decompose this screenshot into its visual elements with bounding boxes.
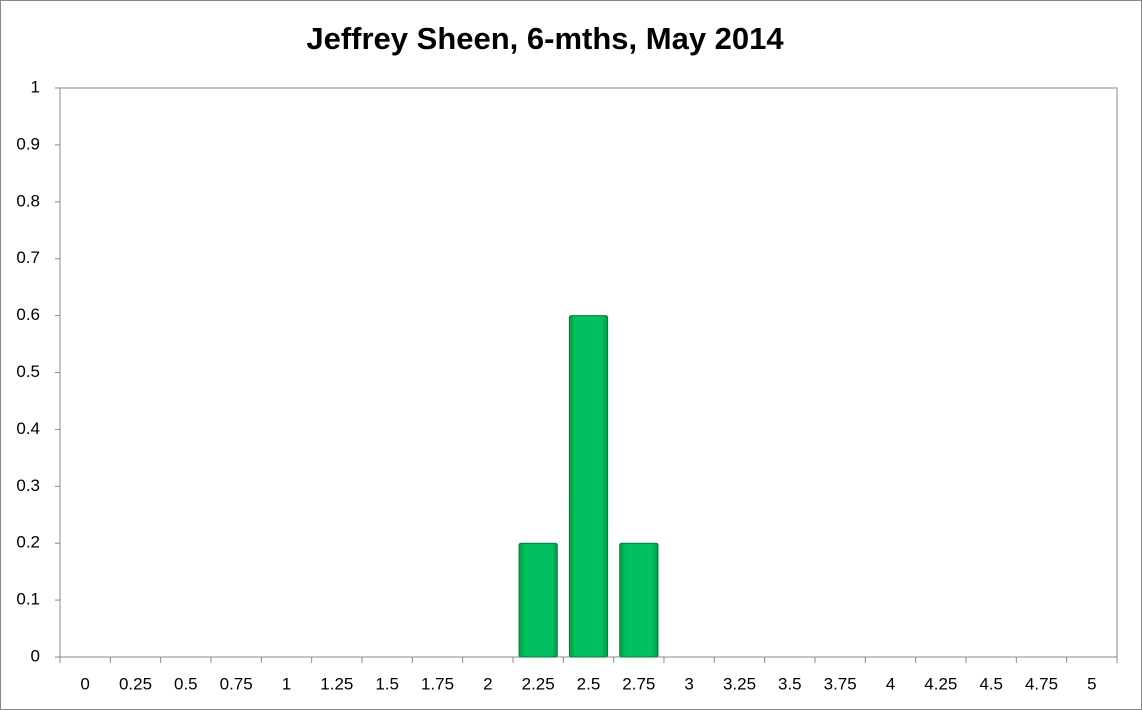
chart-title: Jeffrey Sheen, 6-mths, May 2014 [306, 21, 784, 56]
x-tick-label: 0.75 [220, 674, 253, 693]
x-tick-label: 4.25 [924, 674, 957, 693]
x-tick-label: 3 [684, 674, 693, 693]
x-tick-label: 3.75 [824, 674, 857, 693]
x-tick-label: 4 [886, 674, 895, 693]
x-tick-label: 3.25 [723, 674, 756, 693]
y-tick-label: 0.9 [16, 134, 40, 153]
y-tick-label: 0.3 [16, 476, 40, 495]
x-tick-label: 2.75 [622, 674, 655, 693]
bar [619, 542, 659, 658]
y-tick-label: 0.6 [16, 305, 40, 324]
bar [518, 542, 558, 658]
x-tick-label: 0.25 [119, 674, 152, 693]
x-tick-label: 0 [80, 674, 89, 693]
x-tick-label: 5 [1087, 674, 1096, 693]
x-tick-label: 1.75 [421, 674, 454, 693]
y-tick-label: 0.4 [16, 419, 40, 438]
y-tick-label: 0.5 [16, 362, 40, 381]
x-tick-label: 1.5 [375, 674, 399, 693]
y-tick-label: 0.2 [16, 533, 40, 552]
x-tick-label: 2.5 [577, 674, 601, 693]
y-tick-label: 0 [31, 646, 40, 665]
x-tick-label: 4.75 [1025, 674, 1058, 693]
x-tick-label: 0.5 [174, 674, 198, 693]
y-tick-label: 0.7 [16, 248, 40, 267]
y-tick-label: 1 [31, 77, 40, 96]
bar [568, 315, 609, 658]
x-tick-label: 1.25 [320, 674, 353, 693]
x-tick-label: 3.5 [778, 674, 802, 693]
x-tick-label: 2 [483, 674, 492, 693]
x-tick-label: 2.25 [522, 674, 555, 693]
x-tick-label: 4.5 [979, 674, 1003, 693]
y-tick-label: 0.1 [16, 590, 40, 609]
x-tick-label: 1 [282, 674, 291, 693]
y-tick-label: 0.8 [16, 191, 40, 210]
